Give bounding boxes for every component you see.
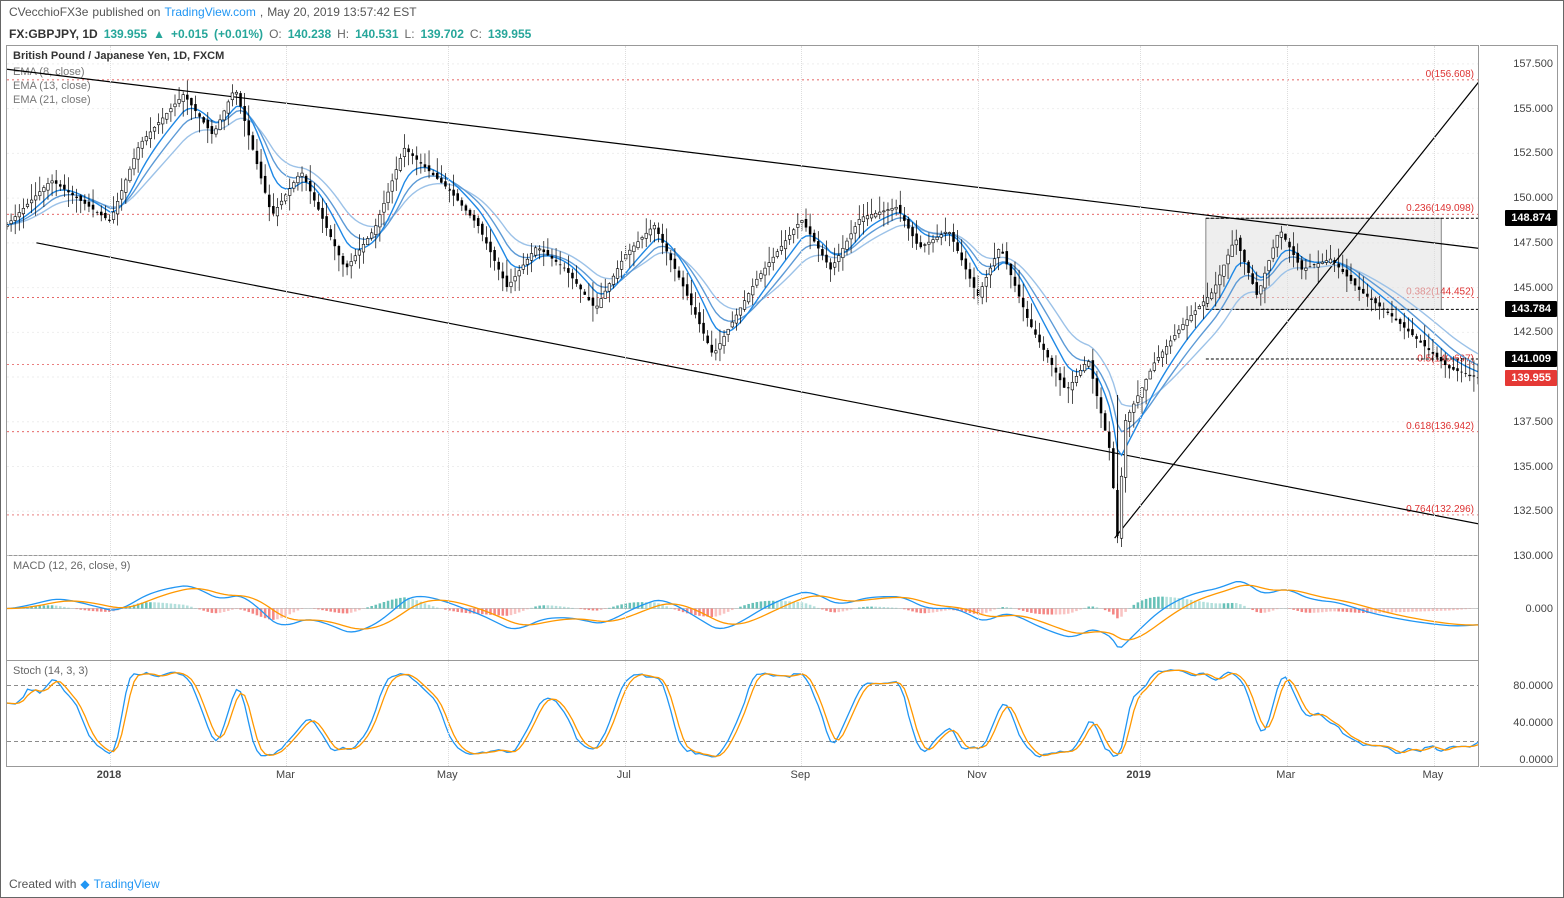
time-label: May	[1422, 769, 1443, 781]
time-label: Mar	[1276, 769, 1295, 781]
price-tag: 148.874	[1505, 210, 1557, 226]
open-value: 140.238	[288, 27, 331, 41]
site-link[interactable]: TradingView.com	[164, 5, 255, 19]
high-label: H:	[337, 27, 349, 41]
publish-date: May 20, 2019 13:57:42 EST	[267, 5, 416, 19]
tradingview-logo-icon: ◆	[80, 877, 89, 891]
symbol-label: FX:GBPJPY, 1D	[9, 27, 98, 41]
price-tag: 143.784	[1505, 301, 1557, 317]
time-label: May	[437, 769, 458, 781]
macd-panel[interactable]: MACD (12, 26, close, 9)	[7, 556, 1478, 661]
publish-header: CVecchioFX3e published on TradingView.co…	[1, 1, 1563, 23]
svg-text:0.236(149.098): 0.236(149.098)	[1406, 203, 1474, 214]
y-axis: 130.000132.500135.000137.500140.000142.5…	[1480, 45, 1558, 767]
price-svg: 0(156.608)0.236(149.098)0.382(144.452)0.…	[7, 46, 1478, 556]
footer: Created with ◆ TradingView	[9, 877, 160, 891]
time-label: Sep	[791, 769, 811, 781]
price-panel[interactable]: British Pound / Japanese Yen, 1D, FXCM E…	[7, 46, 1478, 556]
price-change-pct: (+0.01%)	[214, 27, 263, 41]
svg-text:0.764(132.296): 0.764(132.296)	[1406, 504, 1474, 515]
svg-text:0.618(136.942): 0.618(136.942)	[1406, 421, 1474, 432]
close-value: 139.955	[488, 27, 531, 41]
last-price: 139.955	[104, 27, 147, 41]
macd-svg	[7, 556, 1478, 661]
footer-text: Created with	[9, 877, 76, 891]
time-axis: 2018 Mar May Jul Sep Nov 2019 Mar May	[6, 769, 1479, 787]
stoch-svg	[7, 661, 1478, 766]
time-label: Nov	[967, 769, 987, 781]
up-triangle-icon: ▲	[153, 27, 165, 41]
ohlc-bar: FX:GBPJPY, 1D 139.955 ▲ +0.015 (+0.01%) …	[1, 23, 1563, 45]
time-label: Jul	[617, 769, 631, 781]
price-tag: 141.009	[1505, 351, 1557, 367]
close-label: C:	[470, 27, 482, 41]
low-value: 139.702	[421, 27, 464, 41]
published-on-label: published on	[92, 5, 160, 19]
footer-brand[interactable]: TradingView	[94, 877, 160, 891]
price-tag: 139.955	[1505, 370, 1557, 386]
author-name: CVecchioFX3e	[9, 5, 88, 19]
chart-panels[interactable]: British Pound / Japanese Yen, 1D, FXCM E…	[6, 45, 1479, 767]
time-label: 2019	[1126, 769, 1150, 781]
stoch-panel[interactable]: Stoch (14, 3, 3)	[7, 661, 1478, 766]
chart-container: CVecchioFX3e published on TradingView.co…	[0, 0, 1564, 898]
low-label: L:	[405, 27, 415, 41]
high-value: 140.531	[355, 27, 398, 41]
time-label: Mar	[276, 769, 295, 781]
open-label: O:	[269, 27, 282, 41]
price-change: +0.015	[171, 27, 208, 41]
time-label: 2018	[97, 769, 121, 781]
